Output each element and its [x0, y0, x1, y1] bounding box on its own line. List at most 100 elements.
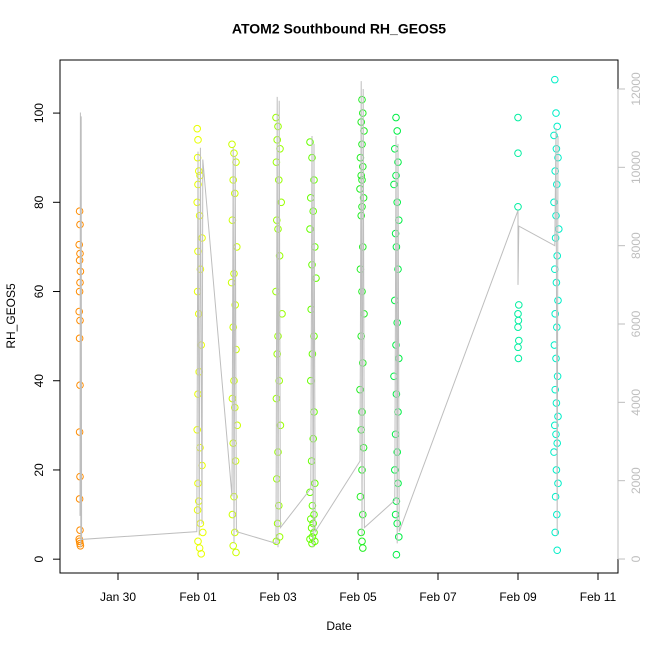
point — [394, 408, 402, 416]
point — [551, 75, 559, 84]
y-tick-label: 20 — [32, 463, 46, 477]
point — [358, 95, 366, 104]
point — [196, 519, 205, 528]
point — [75, 240, 83, 249]
point — [356, 185, 364, 193]
point — [193, 506, 202, 514]
point — [393, 127, 402, 135]
point — [358, 140, 366, 149]
point — [308, 539, 316, 548]
point — [197, 550, 205, 558]
point — [392, 550, 401, 559]
point — [307, 515, 315, 523]
point — [193, 198, 201, 207]
point — [555, 225, 563, 233]
point — [228, 140, 236, 149]
point — [194, 479, 202, 488]
point — [76, 526, 84, 534]
point — [552, 354, 560, 363]
point — [515, 336, 523, 345]
y2-tick-label: 12000 — [629, 72, 643, 106]
point — [551, 528, 560, 537]
point — [552, 109, 560, 117]
point — [306, 225, 314, 233]
point — [199, 528, 207, 537]
point — [231, 457, 240, 465]
point — [391, 510, 400, 519]
point — [392, 113, 400, 122]
point — [551, 385, 560, 394]
x-tick-label: Feb 05 — [339, 590, 377, 604]
point — [514, 310, 522, 318]
point — [551, 421, 559, 430]
point — [395, 533, 403, 541]
point — [358, 202, 366, 211]
point — [358, 537, 366, 546]
point — [552, 466, 561, 474]
point — [390, 180, 398, 189]
point — [75, 256, 84, 265]
point — [308, 501, 317, 510]
point — [229, 439, 237, 447]
point — [514, 316, 523, 325]
point — [194, 537, 202, 546]
x-tick-label: Feb 01 — [179, 590, 217, 604]
point — [194, 390, 202, 398]
altitude-line — [79, 81, 559, 548]
point — [306, 138, 314, 146]
point — [310, 510, 318, 519]
point — [357, 528, 366, 537]
point — [391, 296, 399, 305]
point — [393, 198, 402, 207]
point — [310, 408, 318, 416]
x-tick-label: Jan 30 — [100, 590, 136, 604]
point — [307, 194, 315, 202]
point — [274, 122, 282, 131]
point — [554, 479, 562, 488]
point — [551, 492, 560, 501]
point — [229, 541, 237, 550]
point — [394, 479, 402, 488]
point — [553, 122, 562, 131]
point — [359, 443, 368, 452]
point — [551, 265, 559, 274]
point — [75, 334, 84, 343]
point — [310, 528, 318, 537]
point — [195, 167, 203, 175]
point — [75, 207, 84, 216]
y2-tick-label: 4000 — [629, 389, 643, 416]
y-tick-label: 80 — [32, 195, 46, 209]
point — [357, 426, 366, 434]
point — [515, 301, 523, 309]
point — [551, 310, 560, 318]
point — [274, 225, 282, 233]
point — [275, 376, 284, 385]
y2-tick-label: 6000 — [629, 310, 643, 337]
point — [552, 430, 560, 439]
y-tick-label: 40 — [32, 374, 46, 388]
point — [230, 269, 238, 278]
point — [231, 528, 239, 537]
point — [392, 341, 400, 349]
point — [359, 544, 367, 552]
point — [233, 421, 241, 430]
plot-box — [59, 59, 619, 574]
point — [277, 198, 286, 207]
y-tick-label: 60 — [32, 285, 46, 299]
point — [228, 510, 237, 519]
x-axis-label: Date — [326, 619, 352, 633]
point — [75, 287, 84, 296]
y2-tick-label: 0 — [629, 555, 643, 562]
point — [75, 307, 83, 316]
point — [514, 149, 522, 158]
point — [232, 548, 240, 557]
x-tick-label: Feb 03 — [259, 590, 297, 604]
point — [356, 492, 365, 501]
y-tick-label: 0 — [32, 556, 46, 563]
point — [358, 176, 366, 184]
y2-tick-label: 10000 — [629, 150, 643, 184]
point — [275, 501, 283, 510]
point — [551, 234, 560, 242]
